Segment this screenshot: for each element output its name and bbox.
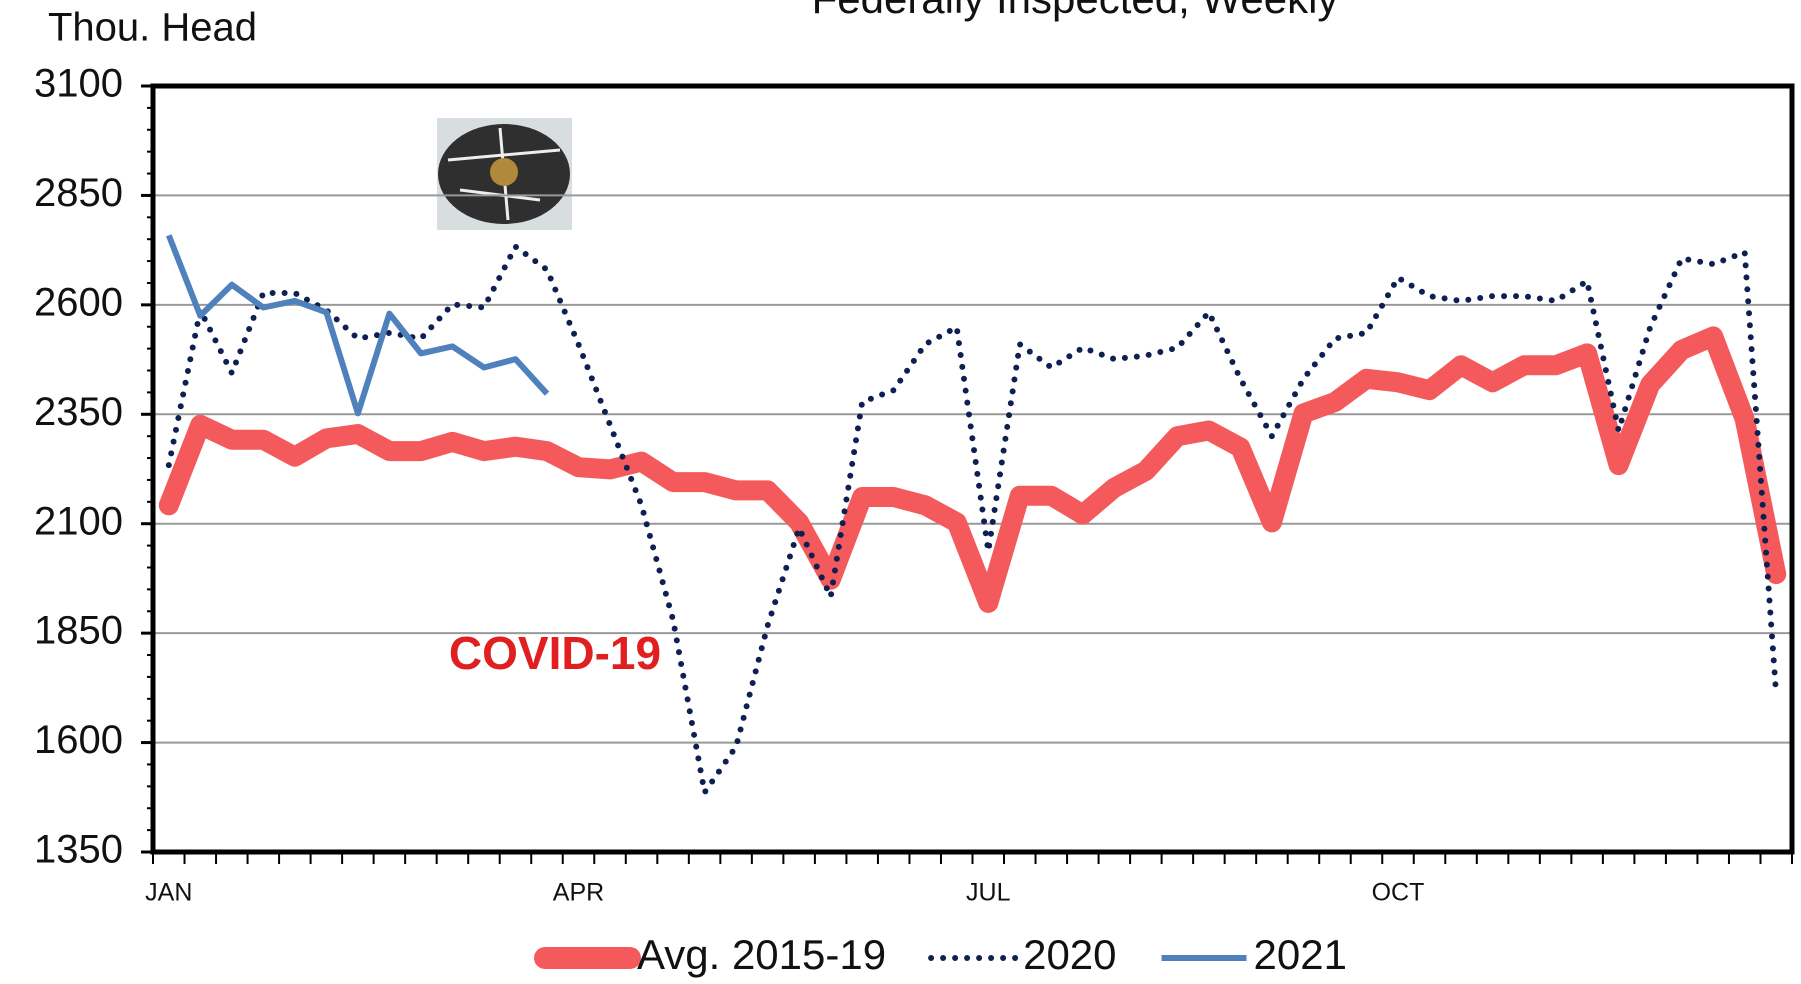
y-tick-label: 2100 (34, 499, 123, 543)
series-line (165, 242, 1780, 801)
series-line (158, 326, 1787, 613)
y-tick-label: 1850 (34, 609, 123, 653)
chart-title: Federally Inspected, Weekly (812, 0, 1339, 22)
y-tick-label: 1350 (34, 828, 123, 872)
legend-label: 2020 (1023, 931, 1116, 978)
y-tick-label: 2600 (34, 280, 123, 324)
x-tick-label: JUL (966, 879, 1011, 907)
x-tick-label: APR (553, 879, 604, 907)
y-tick-label: 1600 (34, 718, 123, 762)
y-axis-label: Thou. Head (48, 6, 257, 50)
legend-label: Avg. 2015-19 (637, 931, 886, 978)
legend-label: 2021 (1254, 931, 1347, 978)
y-tick-label: 2350 (34, 390, 123, 434)
series-line (166, 234, 550, 417)
plot-frame (150, 83, 1795, 855)
x-tick-label: OCT (1372, 879, 1425, 907)
annotation: COVID-19 (449, 627, 661, 679)
y-tick-label: 3100 (34, 62, 123, 106)
y-tick-label: 2850 (34, 171, 123, 215)
photo-icon (437, 118, 572, 230)
x-tick-label: JAN (145, 879, 192, 907)
